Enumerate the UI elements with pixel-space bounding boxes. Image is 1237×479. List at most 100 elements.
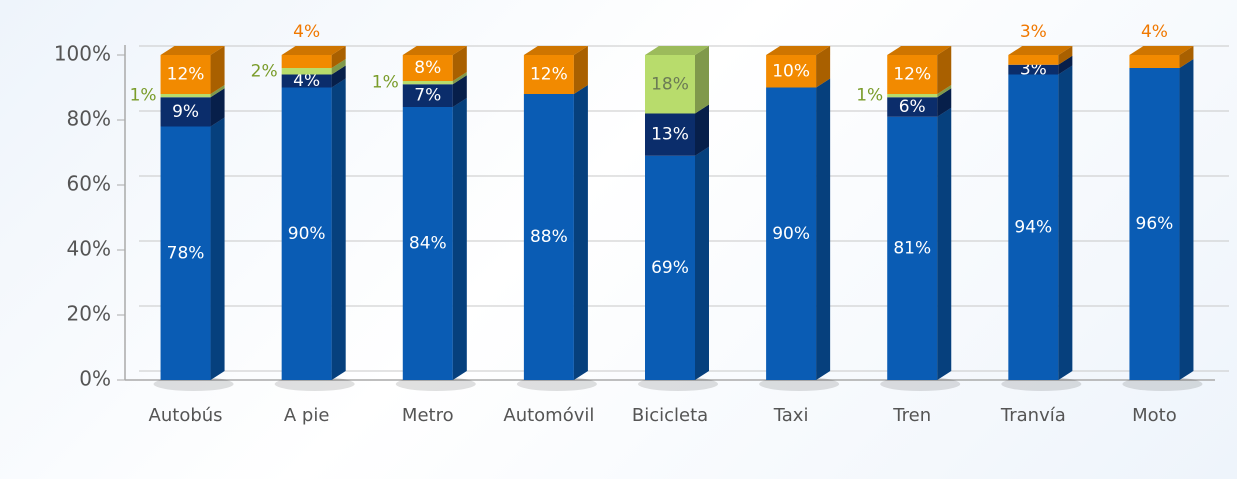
bar-side-shade — [452, 72, 467, 85]
bar-side-shade — [1058, 65, 1073, 380]
y-tick-label: 0% — [79, 367, 111, 391]
bar-side-shade — [210, 117, 225, 380]
y-tick-label: 60% — [67, 172, 111, 196]
bar-side — [331, 78, 346, 380]
bar-top-shade — [402, 46, 467, 55]
bar-side-shade — [452, 75, 467, 107]
value-label: 2% — [251, 61, 278, 81]
y-tick-label: 20% — [67, 302, 111, 326]
bar-shadow — [638, 377, 718, 391]
value-label: 1% — [856, 86, 883, 106]
bar-top — [887, 46, 952, 55]
bar-side — [1058, 46, 1073, 65]
bar-side-shade — [1058, 46, 1073, 65]
x-tick-label: Tren — [892, 405, 931, 426]
bar-top-shade — [160, 46, 225, 55]
bar-top — [1008, 46, 1073, 55]
bar-segment — [281, 74, 332, 88]
bar-top-shade — [1008, 46, 1073, 55]
bar-side — [573, 46, 588, 94]
bar-side — [937, 85, 952, 98]
value-label: 1% — [372, 73, 399, 93]
bar-side — [452, 75, 467, 107]
bar-side-shade — [695, 46, 709, 114]
bar-side-shade — [937, 107, 952, 380]
value-label: 4% — [1141, 22, 1168, 42]
bar-side-shade — [573, 46, 588, 94]
bar-side — [1179, 59, 1194, 380]
value-label: 12% — [893, 65, 931, 85]
bar-side — [1179, 46, 1194, 68]
bar-side-shade — [1058, 55, 1073, 75]
bar-segment — [523, 94, 574, 380]
bar-side-shade — [937, 88, 952, 117]
bar-segment — [402, 81, 453, 85]
bar-side-shade — [695, 104, 709, 156]
value-label: 84% — [409, 234, 447, 254]
value-label: 90% — [772, 224, 810, 244]
y-tick-label: 40% — [67, 237, 111, 261]
bar-top-shade — [523, 46, 588, 55]
bar-segment — [887, 97, 938, 117]
bar-segment — [160, 97, 211, 127]
value-label: 81% — [893, 238, 931, 258]
bar-top — [402, 46, 467, 55]
bar-segment — [645, 155, 695, 380]
bar-side — [452, 72, 467, 85]
bar-top-shade — [281, 46, 346, 55]
bar-shadow — [153, 377, 234, 391]
x-tick-label: A pie — [284, 405, 330, 426]
value-label: 18% — [651, 74, 689, 94]
bar-top — [645, 46, 709, 55]
bar-side — [210, 117, 225, 380]
value-label: 4% — [293, 22, 320, 42]
x-tick-label: Bicicleta — [632, 405, 708, 426]
bar-top — [160, 46, 225, 55]
x-tick-label: Automóvil — [503, 405, 594, 426]
bar-side — [331, 65, 346, 88]
bar-segment — [402, 84, 453, 107]
bar-side-shade — [331, 65, 346, 88]
value-label: 10% — [772, 61, 810, 81]
x-tick-label: Tranvía — [1000, 405, 1066, 426]
bar-side — [937, 88, 952, 117]
bar-segment — [160, 94, 211, 98]
bar-side-shade — [937, 46, 952, 94]
bar-segment — [766, 55, 817, 88]
value-label: 7% — [414, 86, 441, 106]
bar-side — [937, 46, 952, 94]
value-label: 78% — [167, 243, 205, 263]
bar-segment — [645, 55, 695, 114]
bar-segment — [402, 107, 453, 380]
value-label: 13% — [651, 125, 689, 145]
bar-side — [452, 46, 467, 81]
bar-side-shade — [816, 46, 831, 88]
value-label: 90% — [288, 224, 326, 244]
bar-shadow — [880, 377, 961, 391]
bar-side-shade — [1179, 46, 1194, 68]
bar-side — [210, 46, 225, 94]
bar-segment — [402, 55, 453, 81]
value-label: 6% — [899, 97, 926, 117]
y-tick-label: 100% — [54, 42, 111, 66]
bar-shadow — [1122, 377, 1203, 391]
value-label: 88% — [530, 227, 568, 247]
bar-shadow — [1001, 377, 1082, 391]
value-label: 12% — [167, 65, 205, 85]
bar-segment — [281, 87, 332, 380]
value-label: 96% — [1136, 214, 1174, 234]
bar-side-shade — [452, 46, 467, 81]
bar-segment — [160, 126, 211, 380]
value-label: 12% — [530, 65, 568, 85]
bar-side — [1058, 65, 1073, 380]
bar-side — [695, 104, 709, 156]
bar-segment — [887, 94, 938, 98]
x-tick-label: Autobús — [149, 405, 223, 426]
bar-side — [573, 85, 588, 380]
bar-side-shade — [210, 46, 225, 94]
value-label: 3% — [1020, 22, 1047, 42]
bar-side-shade — [452, 98, 467, 380]
bar-side-shade — [937, 85, 952, 98]
bars: Autobús 78% 9% 1% 12% A pie 90% 4% 2% 4% Metro 84% 7… — [130, 22, 1203, 426]
